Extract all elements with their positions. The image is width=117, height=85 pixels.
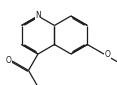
Text: O: O [5,56,11,65]
Text: O: O [104,49,110,58]
Text: N: N [35,11,41,20]
